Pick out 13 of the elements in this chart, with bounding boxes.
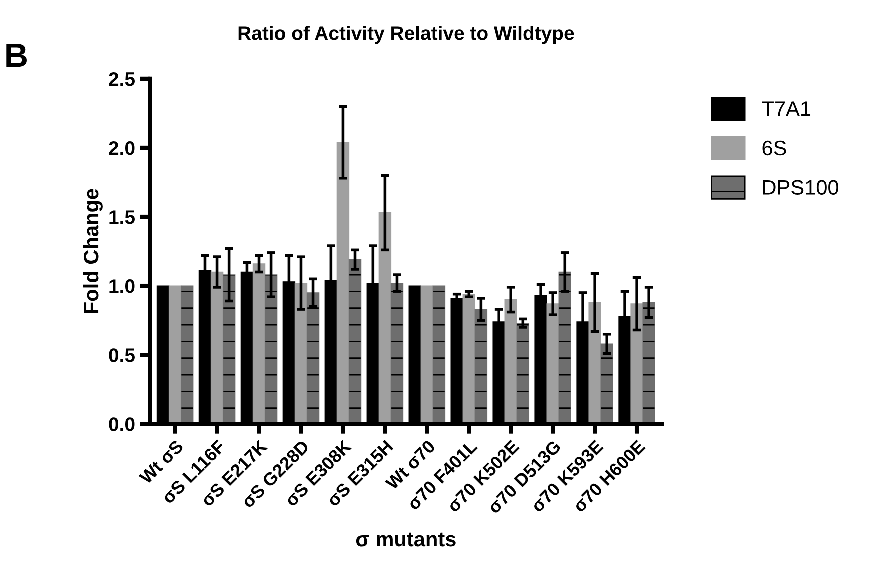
y-tick-label: 0.0: [109, 418, 135, 432]
chart-title: Ratio of Activity Relative to Wildtype: [238, 26, 574, 44]
legend-label: 6S: [762, 140, 786, 156]
x-axis-title: σ mutants: [356, 532, 456, 547]
text: B: [6, 44, 27, 68]
legend-label: DPS100: [763, 180, 839, 196]
y-tick-label: 0.5: [109, 348, 135, 362]
y-tick-label: 2.5: [109, 72, 135, 86]
legend-label: T7A1: [762, 102, 811, 116]
y-axis-title: Fold Change: [83, 189, 103, 314]
y-tick-label: 2.0: [109, 141, 135, 156]
y-tick-label: 1.5: [110, 210, 135, 224]
y-tick-label: 1.0: [110, 280, 135, 294]
